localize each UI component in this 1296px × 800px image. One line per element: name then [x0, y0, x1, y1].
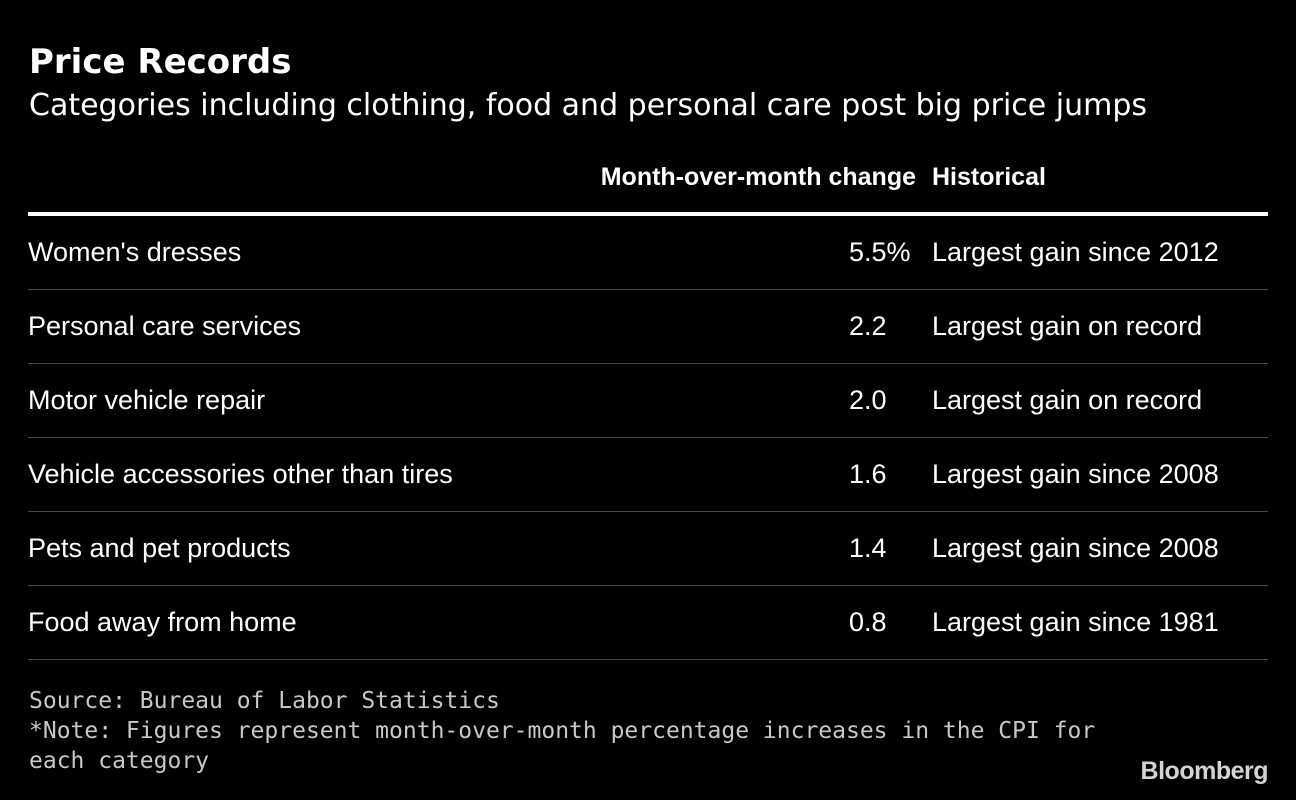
change-value-cell: 2.0: [849, 385, 887, 415]
category-cell: Personal care services: [28, 311, 302, 341]
bloomberg-logo: Bloomberg: [1140, 757, 1269, 785]
historical-cell: Largest gain since 2008: [932, 533, 1219, 563]
column-header-change: Month-over-month change: [600, 163, 916, 191]
historical-cell: Largest gain since 2008: [932, 459, 1219, 489]
table-row: Women's dresses 5.5% Largest gain since …: [28, 216, 1268, 290]
category-cell: Women's dresses: [28, 237, 242, 267]
table-body: Women's dresses 5.5% Largest gain since …: [28, 216, 1268, 660]
footnote-line-1: *Note: Figures represent month-over-mont…: [29, 718, 1096, 744]
source-note: Source: Bureau of Labor Statistics: [29, 688, 500, 714]
change-value-cell: 0.8: [849, 607, 887, 637]
historical-cell: Largest gain since 1981: [932, 607, 1219, 637]
footnote-line-2: each category: [29, 748, 210, 774]
historical-cell: Largest gain since 2012: [932, 237, 1219, 267]
change-value-cell: 2.2: [849, 311, 887, 341]
historical-cell: Largest gain on record: [932, 311, 1203, 341]
table-row: Personal care services 2.2 Largest gain …: [28, 290, 1268, 364]
column-header-historical: Historical: [932, 163, 1046, 191]
table-row: Pets and pet products 1.4 Largest gain s…: [28, 512, 1268, 586]
historical-cell: Largest gain on record: [932, 385, 1203, 415]
table-row: Food away from home 0.8 Largest gain sin…: [28, 586, 1268, 660]
table-row: Motor vehicle repair 2.0 Largest gain on…: [28, 364, 1268, 438]
change-value-cell: 1.4: [849, 533, 887, 563]
table-row: Vehicle accessories other than tires 1.6…: [28, 438, 1268, 512]
category-cell: Pets and pet products: [28, 533, 291, 563]
change-value-cell: 1.6: [849, 459, 887, 489]
table-header: Month-over-month change Historical: [28, 157, 1268, 197]
category-cell: Vehicle accessories other than tires: [28, 459, 453, 489]
header-divider: [28, 212, 1268, 216]
chart-subtitle: Categories including clothing, food and …: [29, 88, 1148, 123]
category-cell: Motor vehicle repair: [28, 385, 266, 415]
category-cell: Food away from home: [28, 607, 297, 637]
change-value-cell: 5.5%: [849, 237, 911, 267]
chart-title: Price Records: [29, 42, 292, 82]
